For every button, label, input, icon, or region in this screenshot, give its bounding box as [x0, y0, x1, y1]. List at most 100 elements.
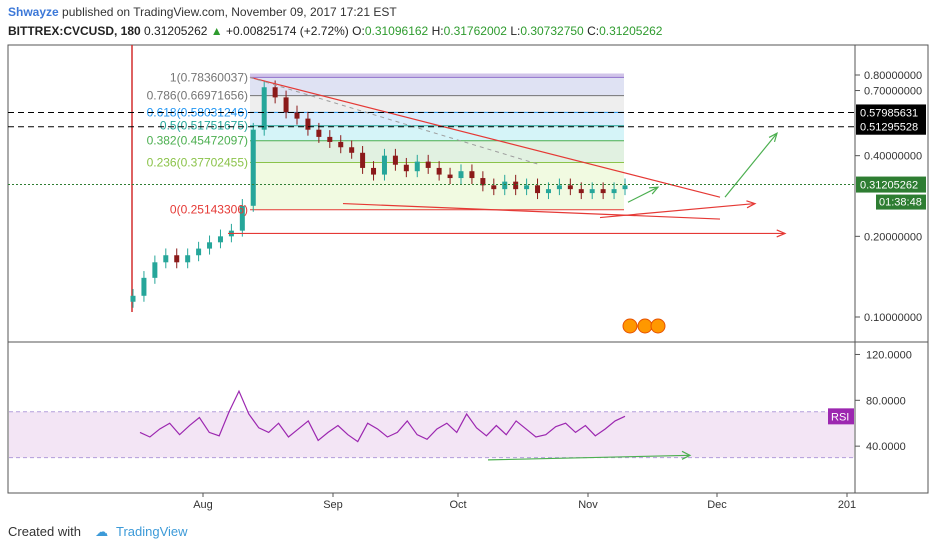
- close-value: 0.31205262: [599, 24, 663, 38]
- candle-body: [403, 164, 409, 172]
- support-arrow-upper-head: [746, 200, 757, 209]
- current-price-tag: [856, 176, 926, 193]
- footer: Created with ☁ TradingView: [8, 524, 188, 540]
- candle-body: [174, 255, 180, 263]
- time-tick-label: Nov: [578, 499, 598, 511]
- candle-body: [272, 87, 278, 98]
- price-tick-label: 0.80000000: [864, 70, 922, 82]
- time-tick-label: Sep: [323, 499, 343, 511]
- candle-body: [239, 205, 245, 231]
- open-value: 0.31096162: [364, 24, 429, 38]
- fib-level-label: 0.382(0.45472097): [147, 134, 248, 148]
- event-flag-icon[interactable]: [650, 318, 666, 334]
- candle-body: [130, 295, 136, 302]
- fib-level-label: 0.786(0.66971656): [147, 89, 248, 103]
- rsi-line: [139, 389, 626, 443]
- fib-level-label: 1(0.78360037): [170, 70, 248, 84]
- candle-body: [283, 97, 289, 113]
- ohlc-header: BITTREX:CVCUSD, 180 0.31205262 ▲ +0.0082…: [8, 24, 662, 38]
- rsi-tick-label: 80.0000: [866, 395, 906, 407]
- price-tag: [856, 118, 926, 135]
- event-flag-icon[interactable]: [637, 318, 653, 334]
- candle-body: [436, 167, 442, 175]
- candle-body: [185, 255, 191, 263]
- countdown-tag: [876, 194, 926, 210]
- event-flag-icon[interactable]: [622, 318, 638, 334]
- published-text: published on TradingView.com, November 0…: [62, 5, 397, 19]
- low-value: 0.30732750: [520, 24, 584, 38]
- rsi-tag-label: RSI: [831, 411, 849, 423]
- candle-body: [425, 161, 431, 168]
- candle-body: [513, 181, 519, 190]
- high-label: H:: [431, 24, 444, 38]
- countdown-label: 01:38:48: [879, 197, 922, 209]
- candle-body: [261, 87, 267, 130]
- chart-frame: [7, 44, 929, 494]
- candle-body: [458, 171, 464, 179]
- rsi-tag: [828, 408, 854, 425]
- green-arrow-small-head: [648, 186, 660, 195]
- rsi-tick-label: 120.0000: [866, 349, 912, 361]
- high-value: 0.31762002: [443, 24, 507, 38]
- support-trendline: [342, 202, 721, 220]
- price-axis: 0.80000000 0.70000000 0.40000000 0.20000000…: [855, 70, 922, 324]
- green-arrow-large: [724, 132, 778, 198]
- candle-body: [141, 277, 147, 296]
- author-name[interactable]: Shwayze: [8, 5, 59, 19]
- candle-body: [305, 118, 311, 130]
- candle-body: [207, 242, 213, 249]
- time-tick-label: Oct: [449, 499, 466, 511]
- dashed-diagonal: [249, 76, 541, 166]
- candle-body: [447, 174, 453, 179]
- candle-body: [392, 155, 398, 165]
- price-tag-label: 0.51295528: [860, 122, 918, 134]
- rsi-divergence-arrow: [487, 454, 691, 461]
- candle-body: [414, 161, 420, 172]
- candle-body: [535, 185, 541, 194]
- created-with-label: Created with: [8, 524, 81, 539]
- time-tick-label: Dec: [707, 499, 727, 511]
- descending-trendline: [249, 76, 721, 198]
- price-tag: [856, 104, 926, 121]
- candle-body: [217, 236, 223, 243]
- price-tick-label: 0.20000000: [864, 231, 922, 243]
- up-arrow-icon: ▲: [210, 24, 223, 38]
- current-price-label: 0.31205262: [860, 180, 918, 192]
- last-price: 0.31205262: [144, 24, 208, 38]
- tradingview-logo-icon: ☁: [95, 524, 109, 539]
- candle-body: [316, 129, 322, 137]
- candle-body: [545, 189, 551, 194]
- candle-body: [338, 141, 344, 148]
- event-markers[interactable]: [622, 318, 666, 334]
- green-arrow-large-head: [768, 132, 778, 143]
- candle-body: [502, 181, 508, 190]
- candle-body: [480, 178, 486, 186]
- candle-body: [589, 189, 595, 194]
- open-label: O:: [352, 24, 365, 38]
- fib-top-band: [250, 73, 624, 78]
- candle-body: [371, 167, 377, 175]
- candle-body: [163, 255, 169, 263]
- candle-body: [524, 185, 530, 190]
- candle-body: [250, 129, 256, 206]
- time-tick-label: 201: [838, 499, 856, 511]
- rsi-pane: 120.0000 80.0000 40.0000 RSI: [9, 349, 912, 461]
- fib-zone: [250, 77, 624, 96]
- candle-body: [469, 171, 475, 179]
- low-label: L:: [510, 24, 521, 38]
- candle-body: [491, 185, 497, 190]
- fib-zone: [250, 95, 624, 113]
- fib-level-label: 0(0.25143306): [170, 203, 248, 217]
- hline-tags: 0.57985631 0.51295528 0.31205262 01:38:48: [8, 104, 926, 210]
- fib-zone: [250, 140, 624, 163]
- publish-info: Shwayze published on TradingView.com, No…: [8, 5, 397, 19]
- candle-body: [578, 189, 584, 194]
- candle-body: [600, 189, 606, 194]
- price-change: +0.00825174 (+2.72%): [226, 24, 349, 38]
- candle-body: [196, 248, 202, 256]
- tradingview-brand[interactable]: TradingView: [116, 524, 188, 539]
- price-tick-label: 0.70000000: [864, 86, 922, 98]
- candle-body: [622, 185, 628, 190]
- rsi-divergence-arrow-head: [681, 450, 692, 460]
